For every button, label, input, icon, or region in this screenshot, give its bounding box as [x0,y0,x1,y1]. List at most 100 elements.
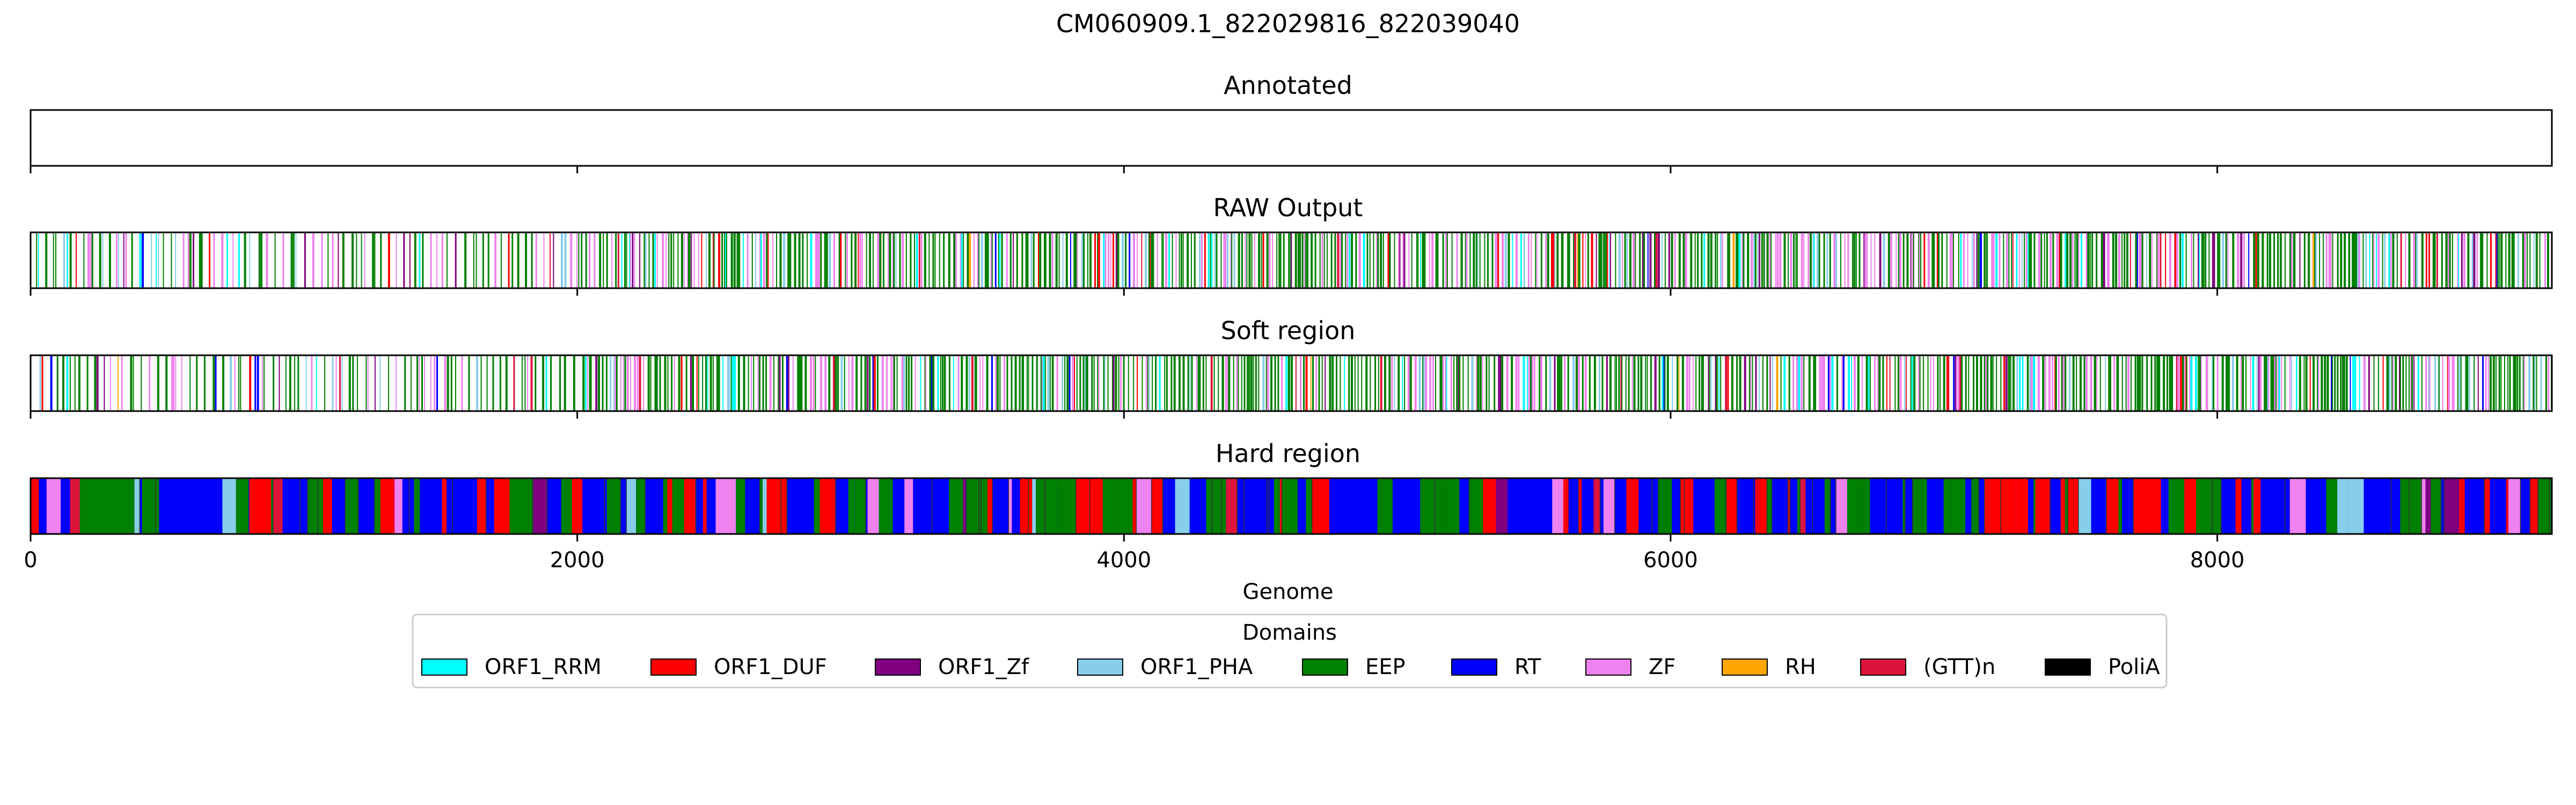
domain-mark [2447,355,2448,411]
domain-mark [1009,232,1012,288]
domain-mark [1823,232,1825,288]
domain-boundary [1905,478,1906,534]
domain-mark [2513,355,2515,411]
domain-segment [1117,478,1133,534]
domain-mark [1270,355,1272,411]
domain-boundary [1044,478,1045,534]
domain-mark [499,355,501,411]
domain-segment [1536,478,1553,534]
domain-mark [1858,232,1861,288]
domain-mark [2353,355,2355,411]
domain-mark [1589,355,1591,411]
domain-mark [953,232,956,288]
domain-mark [86,355,89,411]
domain-segment [2260,478,2273,534]
domain-mark [1754,232,1757,288]
domain-mark [779,355,781,411]
domain-boundary [978,478,979,534]
domain-mark [1168,232,1170,288]
domain-mark [1874,232,1876,288]
domain-mark [1351,232,1353,288]
domain-mark [1561,355,1563,411]
domain-segment [2326,478,2328,534]
domain-mark [1532,355,1533,411]
domain-mark [2165,232,2167,288]
domain-segment [1254,478,1267,534]
domain-mark [937,355,939,411]
domain-mark [2290,355,2292,411]
domain-boundary [2440,478,2442,534]
domain-mark [854,232,857,288]
domain-mark [1677,355,1679,411]
domain-segment [745,478,759,534]
domain-mark [634,232,635,288]
domain-mark [2158,355,2161,411]
domain-mark [1108,232,1110,288]
domain-mark [1568,232,1570,288]
domain-mark [1943,355,1945,411]
domain-mark [2087,232,2090,288]
domain-mark [238,232,240,288]
domain-mark [1312,355,1314,411]
domain-mark [639,355,641,411]
domain-segment [1824,478,1830,534]
domain-segment [353,478,358,534]
domain-mark [974,355,977,411]
domain-mark [1823,355,1825,411]
legend-swatch [2045,658,2091,676]
domain-mark [342,232,345,288]
domain-mark [848,355,850,411]
domain-mark [447,355,449,411]
domain-mark [634,355,636,411]
domain-mark [505,355,508,411]
domain-mark [83,232,85,288]
domain-mark [1540,355,1542,411]
domain-mark [750,355,752,411]
domain-mark [1366,232,1368,288]
domain-mark [1520,232,1522,288]
domain-mark [193,232,194,288]
domain-mark [2425,355,2427,411]
domain-mark [2362,232,2364,288]
domain-mark [1923,232,1926,288]
track-marks [36,232,2552,288]
domain-mark [404,355,406,411]
domain-mark [2033,232,2036,288]
domain-mark [1626,232,1628,288]
domain-mark [1388,355,1391,411]
domain-mark [1682,232,1685,288]
domain-segment [949,478,963,534]
domain-mark [1175,232,1177,288]
domain-mark [409,232,411,288]
domain-mark [165,355,168,411]
domain-mark [650,355,652,411]
domain-mark [1216,232,1218,288]
track-title-soft: Soft region [1221,316,1356,345]
domain-mark [1854,355,1856,411]
domain-mark [1147,355,1149,411]
domain-mark [1044,232,1046,288]
domain-segment [2161,478,2169,534]
domain-mark [2421,232,2424,288]
domain-mark [1485,355,1488,411]
domain-boundary [2421,478,2422,534]
domain-mark [1899,355,1902,411]
domain-mark [1874,355,1876,411]
domain-boundary [452,478,453,534]
domain-mark [339,355,341,411]
domain-mark [131,232,133,288]
domain-mark [2425,232,2427,288]
domain-mark [1178,355,1181,411]
domain-mark [639,232,641,288]
domain-mark [2485,355,2487,411]
domain-segment [1797,478,1800,534]
domain-mark [1141,355,1143,411]
domain-mark [1305,355,1308,411]
domain-mark [181,355,182,411]
domain-mark [1851,355,1852,411]
domain-mark [1049,232,1051,288]
domain-mark [2344,232,2346,288]
domain-mark [1649,232,1652,288]
domain-mark [1083,232,1085,288]
domain-mark [1403,232,1406,288]
